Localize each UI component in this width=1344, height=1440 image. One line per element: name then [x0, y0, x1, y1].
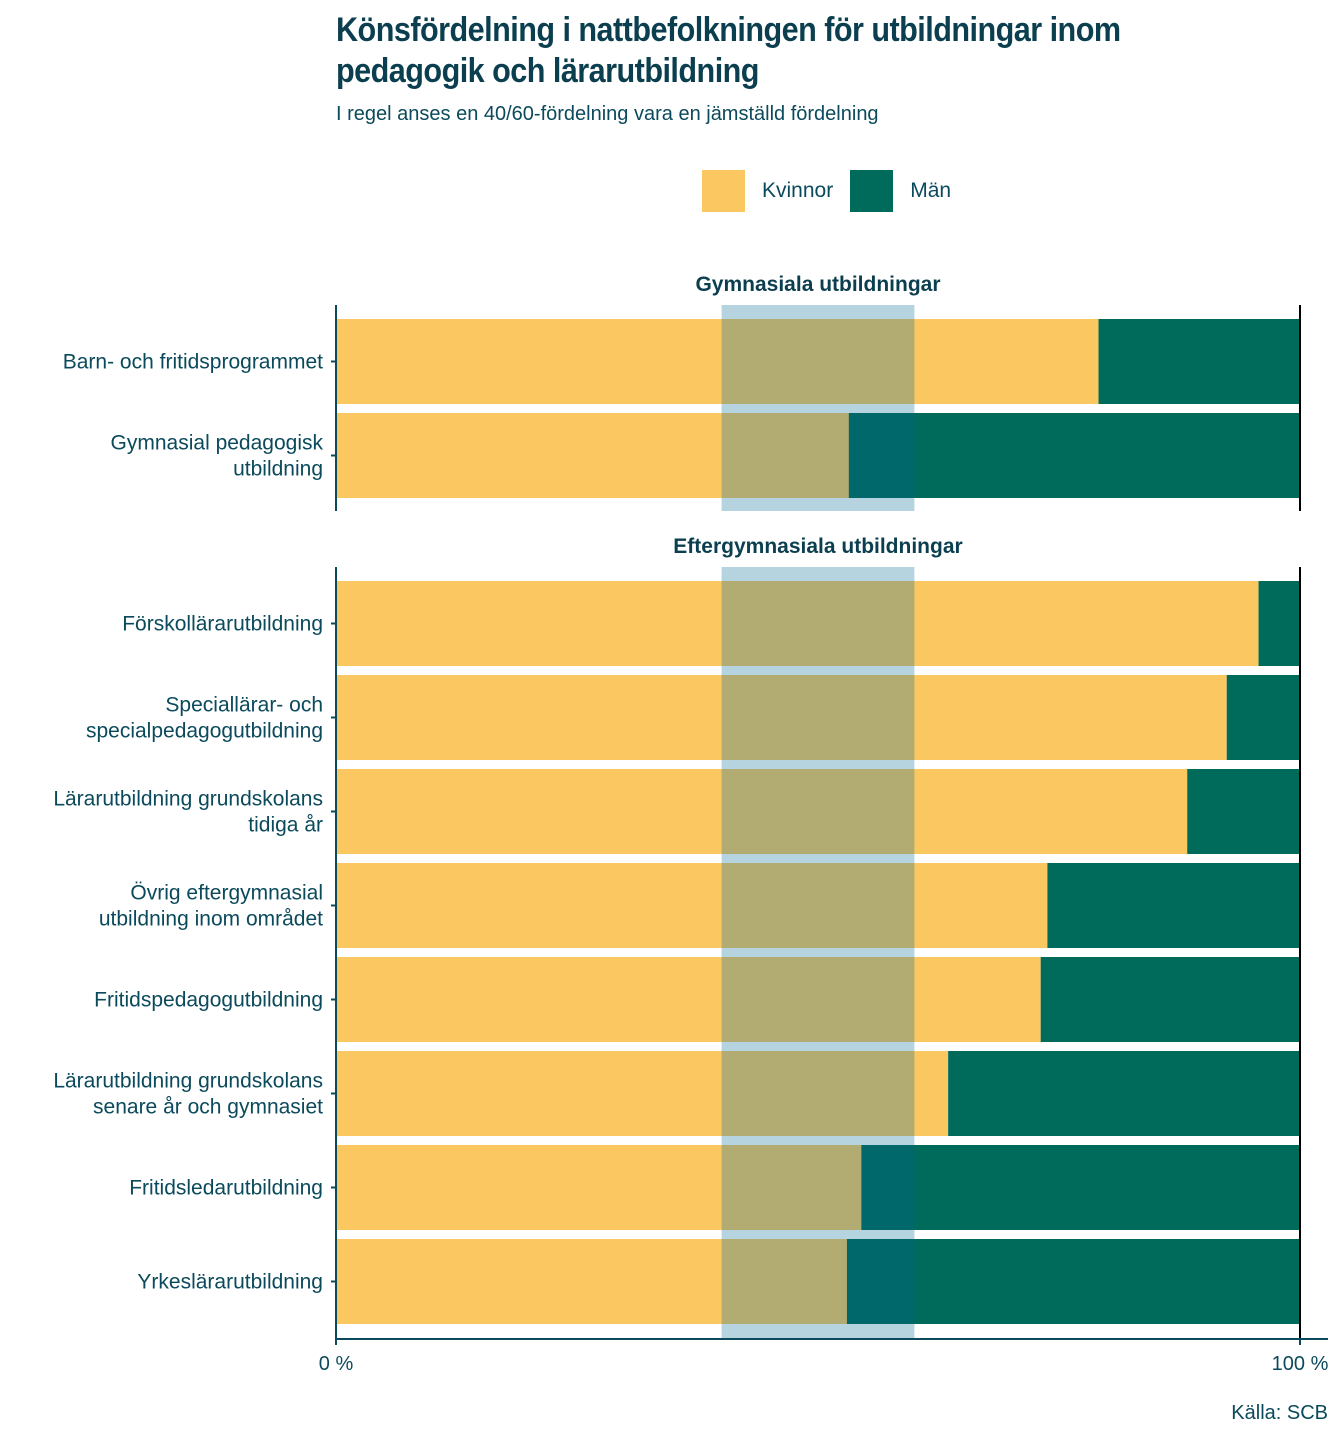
category-label: Barn- och fritidsprogrammet — [63, 351, 323, 374]
category-label: Lärarutbildning grundskolans tidiga år — [53, 788, 323, 837]
band-overlay-kvinnor — [721, 957, 915, 1042]
band-overlay-man — [846, 1239, 915, 1324]
band-overlay-kvinnor — [721, 1051, 915, 1136]
bar-man — [1040, 957, 1300, 1042]
panel-title: Eftergymnasiala utbildningar — [673, 535, 962, 558]
bar-man — [848, 413, 1300, 498]
legend: Kvinnor Män — [702, 170, 968, 212]
category-label: Övrig eftergymnasial utbildning inom områ… — [99, 882, 323, 931]
x-tick-label: 0 % — [319, 1353, 354, 1375]
category-label: Gymnasial pedagogisk utbildning — [111, 432, 324, 481]
legend-label-man: Män — [910, 179, 952, 202]
category-label: Yrkeslärarutbildning — [137, 1271, 323, 1294]
source-note: Källa: SCB — [1231, 1402, 1328, 1424]
chart-subtitle: I regel anses en 40/60-fördelning vara e… — [336, 103, 879, 125]
category-label: Fritidspedagogutbildning — [94, 989, 323, 1012]
legend-swatch-man — [850, 170, 894, 212]
band-overlay-kvinnor — [721, 1145, 862, 1230]
band-overlay-kvinnor — [721, 413, 849, 498]
band-overlay-kvinnor — [721, 319, 915, 404]
category-label: Lärarutbildning grundskolans senare år oc… — [53, 1070, 323, 1119]
band-overlay-kvinnor — [721, 675, 915, 760]
bar-man — [1187, 769, 1300, 854]
bar-kvinnor — [336, 319, 1099, 404]
band-overlay-kvinnor — [721, 863, 915, 948]
bar-man — [1098, 319, 1300, 404]
band-overlay-kvinnor — [721, 581, 915, 666]
category-label: Speciallärar- och specialpedagogutbildnin… — [86, 694, 323, 743]
bar-kvinnor — [336, 863, 1048, 948]
band-overlay-kvinnor — [721, 769, 915, 854]
band-overlay-man — [848, 413, 915, 498]
band-overlay-man — [861, 1145, 915, 1230]
x-tick-label: 100 % — [1272, 1353, 1329, 1375]
chart-title: Könsfördelning i nattbefolkningen för ut… — [336, 11, 1121, 90]
panel-title: Gymnasiala utbildningar — [695, 273, 940, 296]
bar-man — [846, 1239, 1300, 1324]
bar-man — [948, 1051, 1300, 1136]
legend-label-kvinnor: Kvinnor — [762, 179, 834, 202]
bar-man — [861, 1145, 1300, 1230]
bar-man — [1047, 863, 1300, 948]
bar-man — [1258, 581, 1300, 666]
category-label: Förskollärarutbildning — [122, 613, 323, 636]
legend-swatch-kvinnor — [702, 170, 745, 212]
category-label: Fritidsledarutbildning — [129, 1177, 323, 1200]
bar-kvinnor — [336, 957, 1041, 1042]
bar-man — [1226, 675, 1300, 760]
band-overlay-kvinnor — [721, 1239, 847, 1324]
